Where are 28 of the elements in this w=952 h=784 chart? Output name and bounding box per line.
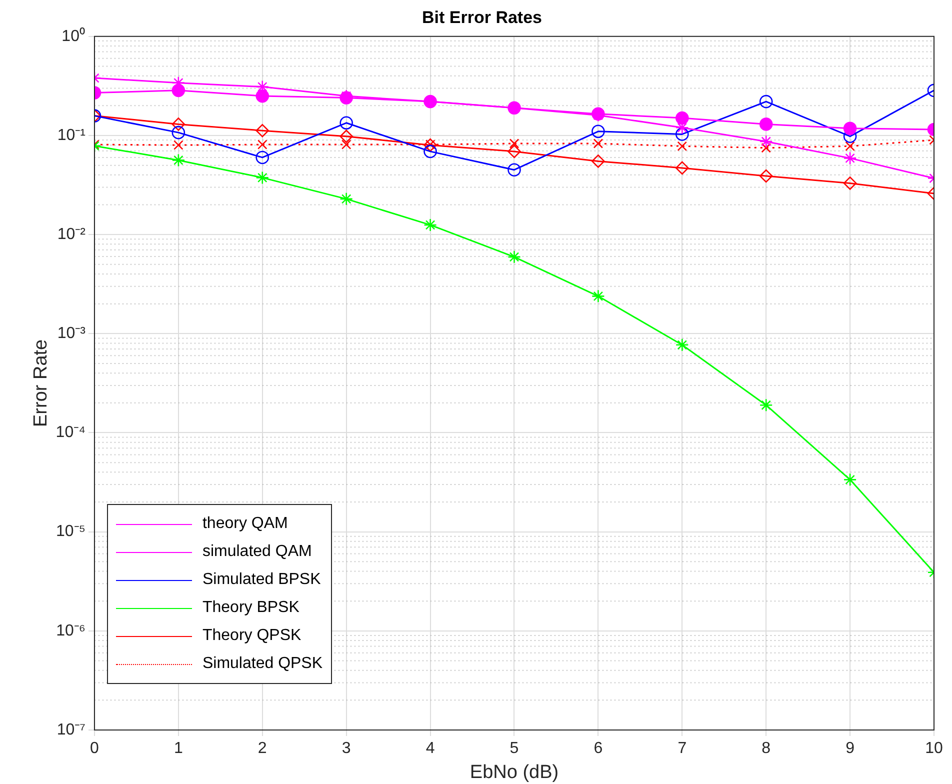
- legend-label: Theory QPSK: [202, 627, 302, 645]
- x-tick-label: 8: [762, 740, 771, 758]
- x-tick-label: 4: [426, 740, 435, 758]
- y-tick-label: 10⁻²: [57, 226, 86, 243]
- legend-label: Theory BPSK: [202, 599, 300, 617]
- legend-label: Simulated QPSK: [202, 655, 323, 673]
- y-tick-label: 10⁻⁷: [56, 721, 86, 738]
- y-tick-label: 10⁰: [62, 26, 86, 45]
- y-tick-label: 10⁻⁴: [56, 424, 86, 442]
- y-tick-label: 10⁻⁶: [56, 622, 86, 640]
- x-tick-label: 6: [594, 740, 603, 758]
- x-tick-label: 3: [342, 740, 351, 758]
- y-tick-label: 10⁻¹: [57, 126, 86, 144]
- x-tick-label: 5: [510, 740, 519, 758]
- x-tick-label: 10: [925, 740, 943, 758]
- legend-label: Simulated BPSK: [202, 571, 321, 589]
- x-tick-label: 9: [846, 740, 855, 758]
- x-tick-label: 0: [90, 740, 100, 758]
- legend-label: simulated QAM: [202, 543, 312, 561]
- chart-title: Bit Error Rates: [422, 8, 542, 27]
- y-axis-title: Error Rate: [30, 339, 52, 428]
- x-axis-title: EbNo (dB): [470, 762, 559, 783]
- x-tick-label: 7: [678, 740, 687, 758]
- y-tick-label: 10⁻⁵: [56, 523, 86, 540]
- x-tick-label: 1: [174, 740, 183, 758]
- legend-label: theory QAM: [202, 515, 288, 533]
- x-tick-label: 2: [258, 740, 267, 758]
- y-tick-label: 10⁻³: [57, 325, 86, 342]
